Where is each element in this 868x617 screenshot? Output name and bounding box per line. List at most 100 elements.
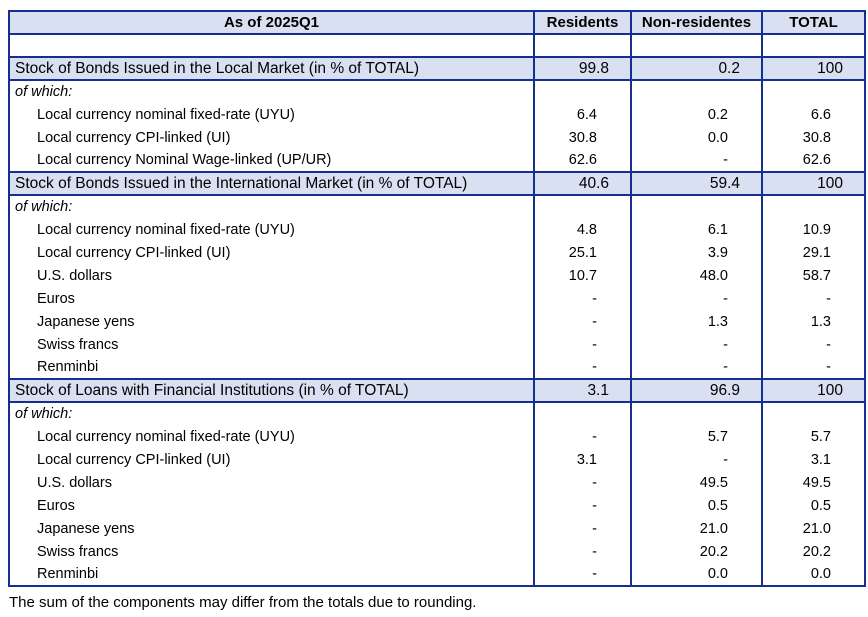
row-label-cell: of which:: [8, 402, 535, 425]
value-cell-residents: 3.1: [533, 378, 632, 403]
value-cell-total: 30.8: [761, 126, 866, 149]
value-cell-residents: -: [533, 287, 632, 310]
value-cell-residents: 99.8: [533, 56, 632, 81]
value-cell-nonresidents: 5.7: [630, 425, 763, 448]
value-cell-residents: 62.6: [533, 149, 632, 172]
value-cell-total: 49.5: [761, 471, 866, 494]
value-cell-residents: 6.4: [533, 103, 632, 126]
value-cell-nonresidents: 48.0: [630, 264, 763, 287]
value-cell-nonresidents: -: [630, 448, 763, 471]
value-cell-residents: [533, 34, 632, 57]
table-row-ofwhich: of which:: [8, 195, 866, 218]
value-cell-residents: 4.8: [533, 218, 632, 241]
value-cell-total: 1.3: [761, 310, 866, 333]
value-cell-nonresidents: 20.2: [630, 540, 763, 563]
table-row-detail: Local currency CPI-linked (UI) 3.1-3.1: [8, 448, 866, 471]
value-cell-nonresidents: 0.0: [630, 126, 763, 149]
table-row-detail: Local currency Nominal Wage-linked (UP/U…: [8, 149, 866, 172]
row-label-cell: of which:: [8, 195, 535, 218]
table-row-section: Stock of Bonds Issued in the Internation…: [8, 171, 866, 196]
value-cell-residents: [533, 402, 632, 425]
table-row-ofwhich: of which:: [8, 80, 866, 103]
header-row: As of 2025Q1 Residents Non-residentes TO…: [8, 11, 866, 35]
value-cell-nonresidents: [630, 80, 763, 103]
table-row-detail: Local currency CPI-linked (UI) 25.1 3.9 29.…: [8, 241, 866, 264]
value-cell-residents: [533, 80, 632, 103]
value-cell-residents: -: [533, 471, 632, 494]
row-label-cell: U.S. dollars: [8, 471, 535, 494]
row-label-cell: Local currency nominal fixed-rate (UYU): [8, 218, 535, 241]
table-title-cell: As of 2025Q1: [8, 11, 535, 35]
row-label-cell: Renminbi: [8, 356, 535, 379]
value-cell-residents: 3.1: [533, 448, 632, 471]
row-label-cell: Local currency CPI-linked (UI): [8, 241, 535, 264]
value-cell-total: -: [761, 287, 866, 310]
value-cell-total: 6.6: [761, 103, 866, 126]
table-row-detail: Local currency nominal fixed-rate (UYU) -…: [8, 425, 866, 448]
row-label-cell: Euros: [8, 494, 535, 517]
col-header-total: TOTAL: [761, 11, 866, 35]
value-cell-nonresidents: -: [630, 149, 763, 172]
value-cell-nonresidents: 96.9: [630, 378, 763, 403]
value-cell-total: 29.1: [761, 241, 866, 264]
table-row-detail: Local currency CPI-linked (UI) 30.8 0.0 30.…: [8, 126, 866, 149]
row-label-cell: Euros: [8, 287, 535, 310]
value-cell-total: 100: [761, 378, 866, 403]
row-label-cell: Local currency CPI-linked (UI): [8, 126, 535, 149]
value-cell-total: 3.1: [761, 448, 866, 471]
row-label-cell: Renminbi: [8, 563, 535, 586]
value-cell-residents: [533, 195, 632, 218]
col-header-nonresidents: Non-residentes: [630, 11, 763, 35]
value-cell-total: 20.2: [761, 540, 866, 563]
value-cell-residents: -: [533, 517, 632, 540]
value-cell-residents: -: [533, 333, 632, 356]
value-cell-total: 21.0: [761, 517, 866, 540]
value-cell-nonresidents: 1.3: [630, 310, 763, 333]
value-cell-total: 5.7: [761, 425, 866, 448]
table-row-detail: Renminbi - - -: [8, 356, 866, 379]
table-row-detail: Swiss francs -20.2 20.2: [8, 540, 866, 563]
table-row-detail: Swiss francs - - -: [8, 333, 866, 356]
table-row-detail: Renminbi -0.0 0.0: [8, 563, 866, 586]
value-cell-residents: -: [533, 310, 632, 333]
row-label-cell: Local currency nominal fixed-rate (UYU): [8, 425, 535, 448]
value-cell-total: 0.5: [761, 494, 866, 517]
value-cell-nonresidents: 6.1: [630, 218, 763, 241]
value-cell-total: -: [761, 333, 866, 356]
value-cell-nonresidents: -: [630, 356, 763, 379]
table-row-section: Stock of Bonds Issued in the Local Marke…: [8, 56, 866, 81]
row-label-cell: Local currency Nominal Wage-linked (UP/U…: [8, 149, 535, 172]
footnote: The sum of the components may differ fro…: [9, 594, 477, 611]
value-cell-nonresidents: 21.0: [630, 517, 763, 540]
row-label-cell: Local currency nominal fixed-rate (UYU): [8, 103, 535, 126]
value-cell-total: [761, 402, 866, 425]
row-label-cell: Swiss francs: [8, 540, 535, 563]
table-row-detail: Japanese yens -1.3 1.3: [8, 310, 866, 333]
value-cell-residents: -: [533, 494, 632, 517]
value-cell-residents: 30.8: [533, 126, 632, 149]
value-cell-nonresidents: 3.9: [630, 241, 763, 264]
value-cell-nonresidents: [630, 34, 763, 57]
value-cell-total: 100: [761, 171, 866, 196]
value-cell-nonresidents: 0.5: [630, 494, 763, 517]
row-label-cell: Stock of Bonds Issued in the Internation…: [8, 171, 535, 196]
value-cell-residents: -: [533, 563, 632, 586]
table-row-detail: Local currency nominal fixed-rate (UYU) 4…: [8, 218, 866, 241]
value-cell-total: -: [761, 356, 866, 379]
value-cell-residents: -: [533, 540, 632, 563]
row-label-cell: [8, 34, 535, 57]
value-cell-total: 0.0: [761, 563, 866, 586]
value-cell-total: [761, 34, 866, 57]
value-cell-nonresidents: [630, 402, 763, 425]
value-cell-residents: 10.7: [533, 264, 632, 287]
value-cell-nonresidents: 49.5: [630, 471, 763, 494]
row-label-cell: of which:: [8, 80, 535, 103]
table-body: Stock of Bonds Issued in the Local Marke…: [8, 34, 866, 586]
table-row-detail: Local currency nominal fixed-rate (UYU) 6…: [8, 103, 866, 126]
row-label-cell: Swiss francs: [8, 333, 535, 356]
table-row-detail: Euros - - -: [8, 287, 866, 310]
value-cell-total: [761, 195, 866, 218]
row-label-cell: Stock of Bonds Issued in the Local Marke…: [8, 56, 535, 81]
row-label-cell: Local currency CPI-linked (UI): [8, 448, 535, 471]
